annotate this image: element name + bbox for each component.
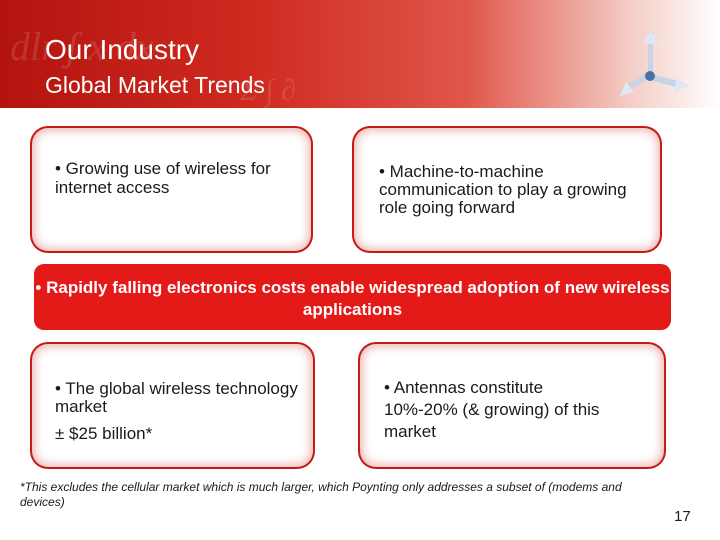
svg-text:dlr ʃ x dx: dlr ʃ x dx xyxy=(10,24,154,69)
trend-text-market-size: • The global wireless technology market xyxy=(55,379,298,416)
trend-box-antennas: • Antennas constitute 10%-20% (& growing… xyxy=(358,342,666,469)
trend-text-antennas: • Antennas constitute 10%-20% (& growing… xyxy=(384,378,600,441)
slide-header: dlr ʃ x dx Σ ∫ ∂ Our Industry Global Mar… xyxy=(0,0,720,108)
slide-title: Our Industry xyxy=(45,34,200,65)
header-texture: dlr ʃ x dx Σ ∫ ∂ xyxy=(10,24,296,108)
page-number: 17 xyxy=(674,508,691,525)
key-trend-text: • Rapidly falling electronics costs enab… xyxy=(35,278,670,319)
key-trend-banner: • Rapidly falling electronics costs enab… xyxy=(34,264,671,330)
trend-text-machine-to-machine: • Machine-to-machine communication to pl… xyxy=(379,162,627,217)
trend-box-machine-to-machine: • Machine-to-machine communication to pl… xyxy=(352,126,662,253)
tri-arrow-logo-icon xyxy=(620,30,690,96)
trend-text-wireless-internet: • Growing use of wireless for internet a… xyxy=(55,159,271,197)
trend-box-wireless-internet: • Growing use of wireless for internet a… xyxy=(30,126,313,253)
slide-subtitle: Global Market Trends xyxy=(45,72,265,98)
svg-text:Σ ∫ ∂: Σ ∫ ∂ xyxy=(239,74,296,108)
trend-text-market-value: ± $25 billion* xyxy=(55,424,153,443)
trend-box-market-size: • The global wireless technology market … xyxy=(30,342,315,469)
footnote: *This excludes the cellular market which… xyxy=(20,480,622,509)
